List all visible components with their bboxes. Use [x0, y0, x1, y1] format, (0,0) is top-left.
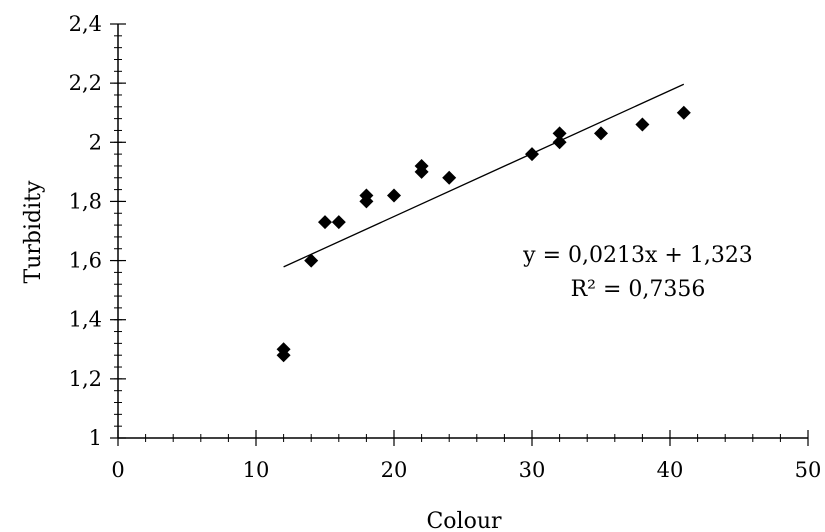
- data-point: [387, 188, 401, 203]
- y-tick-label: 1,2: [69, 367, 102, 391]
- x-axis-title: Colour: [426, 509, 502, 532]
- trendline-equation: y = 0,0213x + 1,323: [522, 243, 753, 268]
- y-tick-label: 2,2: [69, 71, 102, 95]
- y-tick-label: 1: [89, 426, 102, 450]
- data-point: [359, 194, 374, 209]
- data-point: [304, 253, 319, 268]
- data-point: [331, 215, 346, 230]
- y-ticks: 1 1,2 1,4 1,6 1,8 2 2,2 2,4: [69, 12, 126, 450]
- x-tick-label: 40: [657, 458, 684, 482]
- data-point: [442, 170, 457, 185]
- x-tick-label: 50: [795, 458, 822, 482]
- data-point: [276, 348, 291, 363]
- r-squared-label: R² = 0,7356: [571, 277, 706, 302]
- y-axis-title: Turbidity: [21, 180, 46, 283]
- data-point: [552, 126, 567, 141]
- y-tick-label: 2: [89, 130, 102, 154]
- x-tick-label: 10: [243, 458, 270, 482]
- data-point: [414, 164, 429, 179]
- y-tick-label: 1,8: [69, 189, 102, 213]
- data-point: [318, 215, 332, 230]
- data-point: [676, 105, 691, 120]
- x-ticks: 0 10 20 30 40 50: [111, 430, 821, 482]
- x-tick-label: 30: [519, 458, 546, 482]
- data-point: [594, 126, 608, 141]
- data-point: [552, 135, 567, 150]
- data-points: [276, 105, 691, 363]
- data-point: [525, 147, 539, 162]
- data-point: [635, 117, 650, 132]
- trendline: [283, 83, 685, 268]
- x-tick-label: 0: [111, 458, 124, 482]
- x-tick-label: 20: [381, 458, 408, 482]
- y-tick-label: 2,4: [69, 12, 102, 36]
- minor-ticks: [114, 35, 781, 442]
- y-tick-label: 1,6: [69, 249, 102, 273]
- y-tick-label: 1,4: [69, 308, 102, 332]
